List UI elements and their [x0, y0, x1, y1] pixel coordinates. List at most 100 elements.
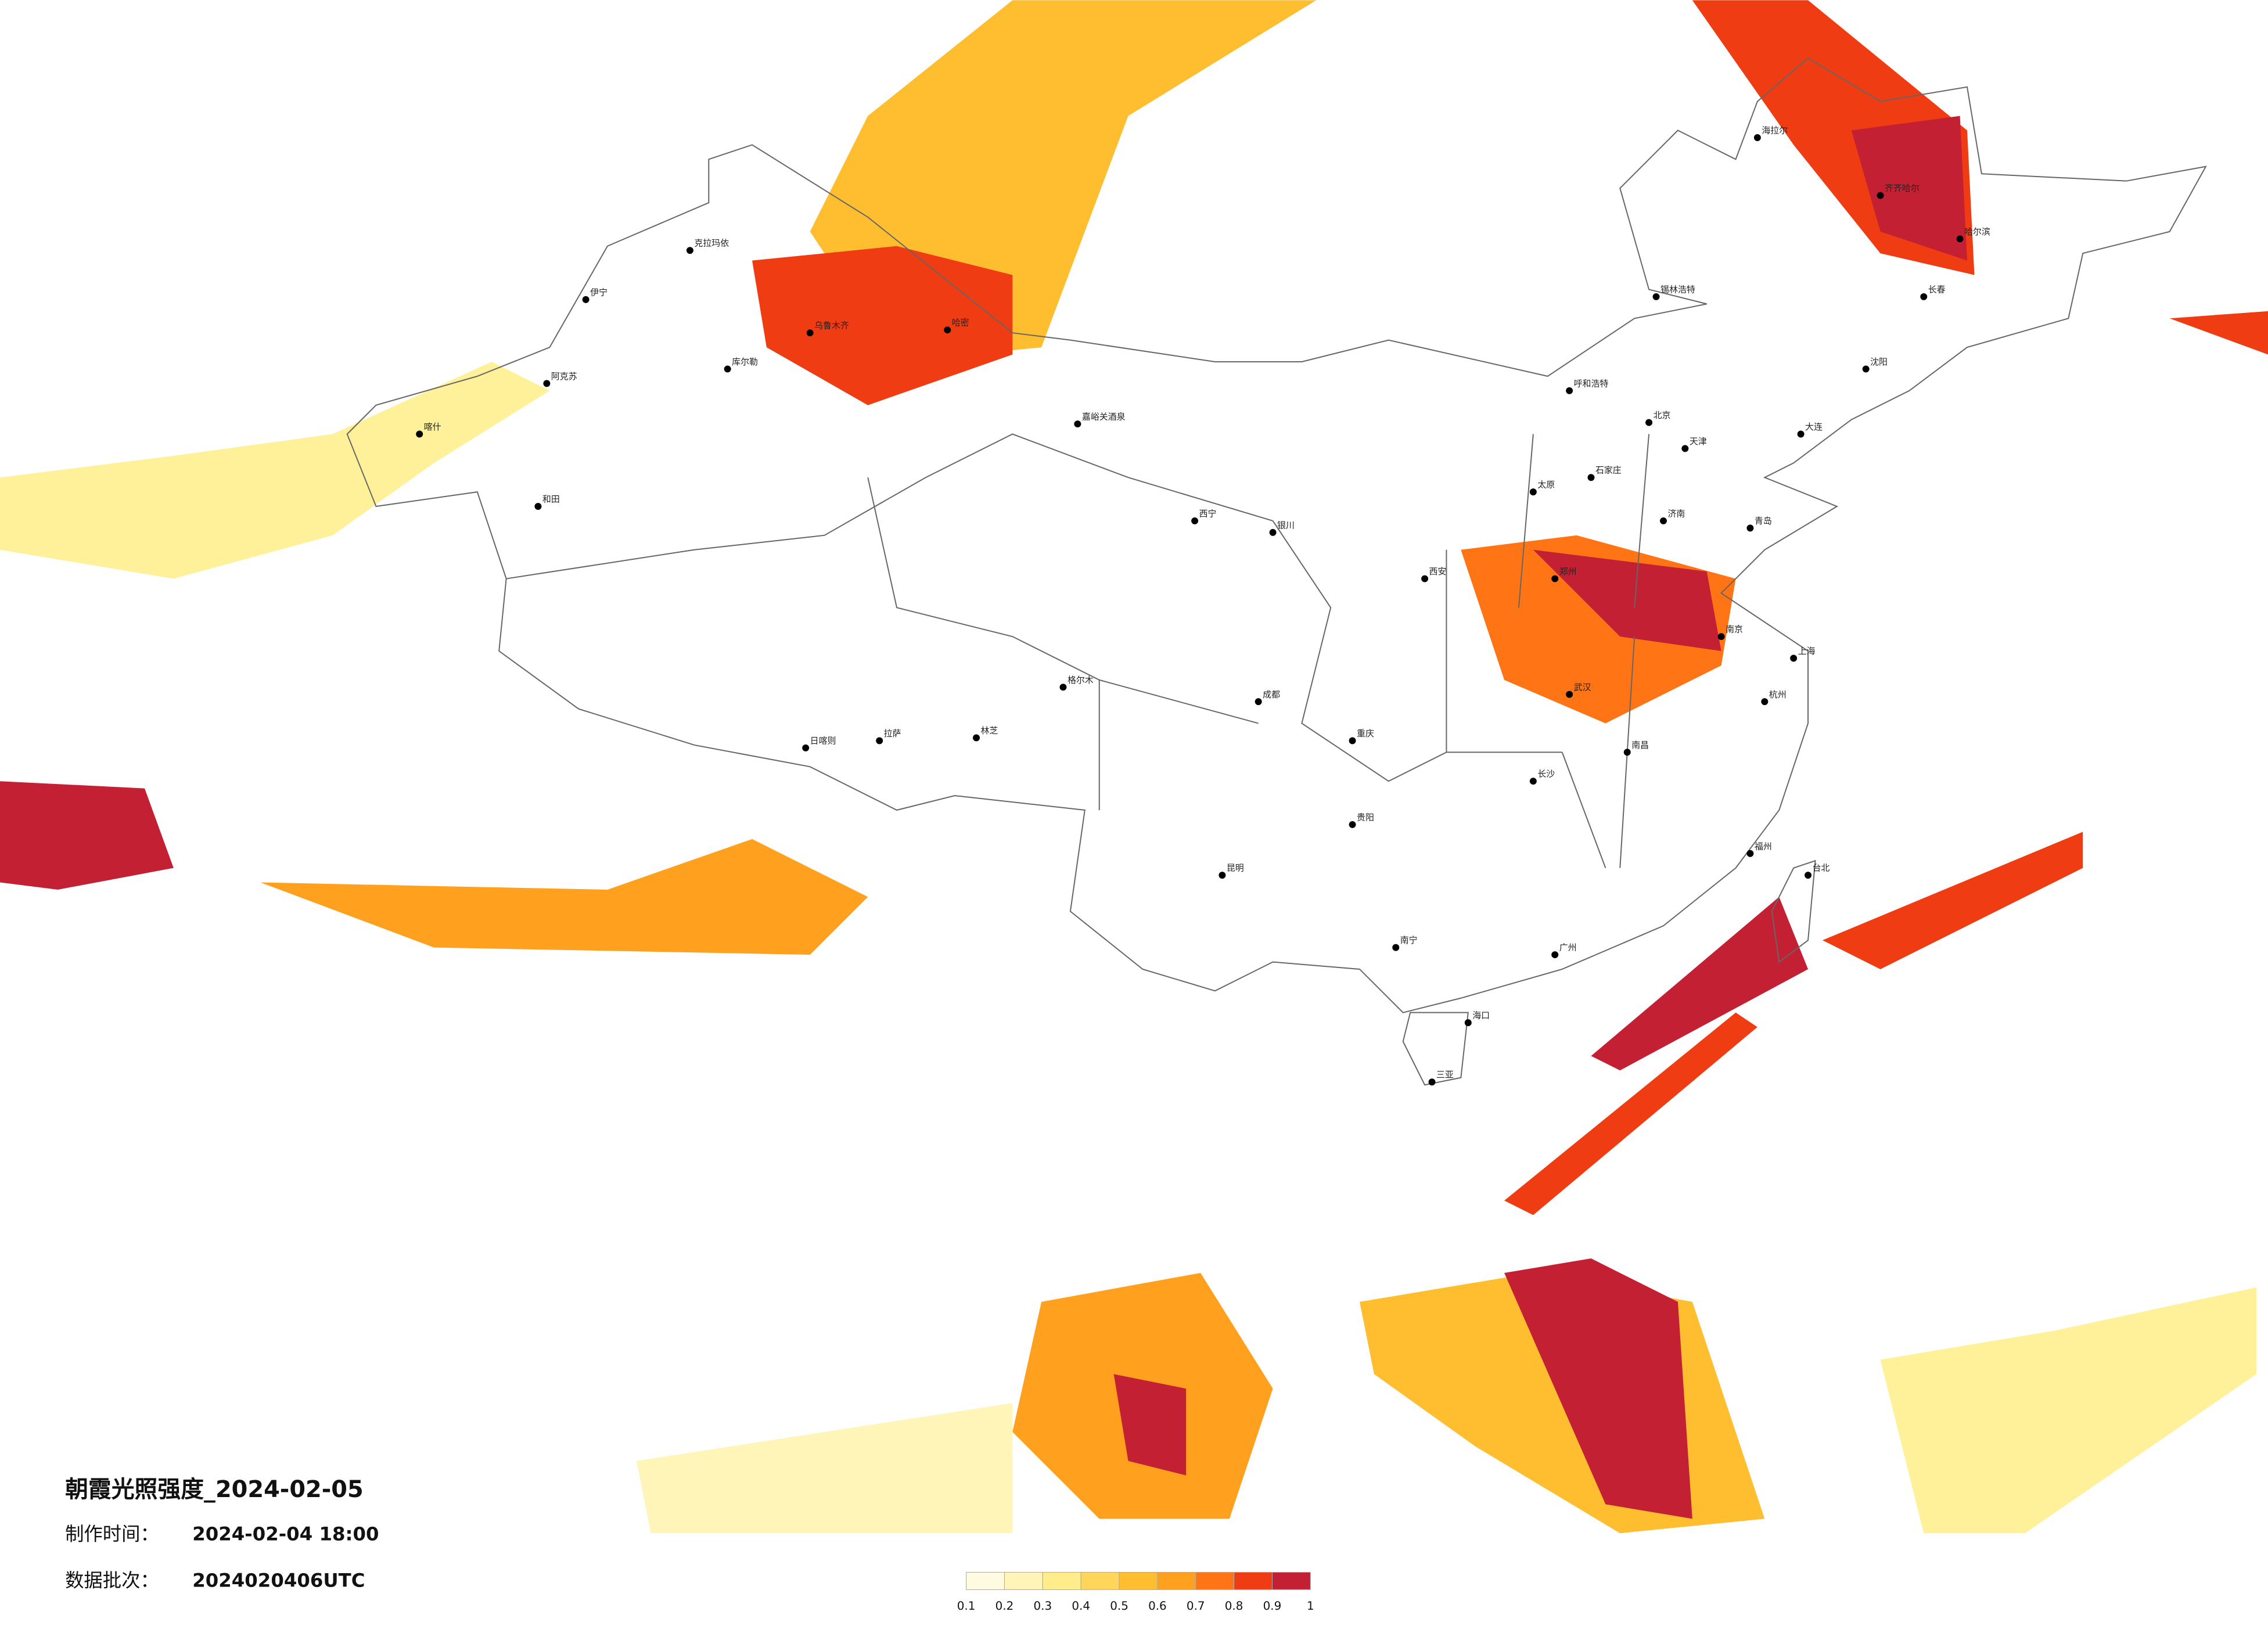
city-label: 重庆 — [1357, 728, 1374, 739]
colorbar-tick: 0.8 — [1225, 1599, 1243, 1613]
city-label: 伊宁 — [590, 287, 608, 297]
city-label: 阿克苏 — [551, 371, 577, 382]
city-dot — [1805, 872, 1812, 879]
city-dot — [1797, 430, 1805, 438]
city-label: 库尔勒 — [732, 357, 758, 367]
city-dot — [1660, 517, 1667, 524]
city-label: 海拉尔 — [1762, 125, 1788, 135]
batch-label: 数据批次： — [65, 1569, 159, 1591]
colorbar-box — [1042, 1571, 1081, 1590]
city-label: 郑州 — [1559, 566, 1577, 577]
made-label: 制作时间： — [65, 1523, 159, 1545]
city-label: 长沙 — [1537, 769, 1555, 779]
city-label: 青岛 — [1755, 516, 1772, 526]
heat-area — [636, 1403, 1013, 1534]
city-dot — [1464, 1019, 1472, 1027]
city-label: 克拉玛依 — [694, 238, 729, 249]
made-time: 2024-02-04 18:00 — [192, 1523, 379, 1545]
city-label: 拉萨 — [884, 728, 901, 739]
city-dot — [1623, 749, 1631, 756]
city-dot — [1059, 684, 1067, 691]
city-label: 北京 — [1654, 410, 1671, 420]
city-dot — [724, 365, 731, 373]
city-label: 成都 — [1263, 689, 1280, 700]
city-dot — [1551, 575, 1559, 582]
city-label: 锡林浩特 — [1660, 284, 1695, 294]
colorbar-box — [966, 1571, 1005, 1590]
colorbar-tick: 0.5 — [1110, 1599, 1128, 1613]
city-label: 和田 — [542, 494, 560, 505]
heat-area — [1533, 549, 1721, 652]
city-dot — [1746, 850, 1754, 857]
heat-area — [1591, 897, 1809, 1071]
city-dot — [944, 326, 951, 334]
city-label: 广州 — [1559, 942, 1577, 953]
heat-layer — [0, 0, 2268, 1534]
city-dot — [1219, 872, 1226, 879]
city-label: 呼和浩特 — [1574, 378, 1609, 388]
colorbar-box — [1119, 1571, 1158, 1590]
city-dot — [1790, 654, 1798, 662]
city-label: 嘉峪关酒泉 — [1082, 412, 1126, 422]
city-dot — [1255, 698, 1262, 706]
city-label: 格尔木 — [1067, 675, 1094, 685]
city-dot — [1529, 488, 1537, 496]
city-label: 哈密 — [952, 318, 969, 328]
colorbar: 0.1 0.2 0.3 0.4 0.5 0.6 0.7 0.8 0.9 1 — [957, 1571, 1314, 1613]
city-label: 大连 — [1805, 422, 1823, 432]
city-dot — [1652, 293, 1660, 300]
colorbar-tick: 0.3 — [1033, 1599, 1052, 1613]
city-label: 武汉 — [1574, 682, 1591, 692]
map-title: 朝霞光照强度_2024-02-05 — [65, 1476, 364, 1503]
colorbar-box — [1080, 1571, 1120, 1590]
china-outline — [346, 57, 2207, 1013]
city-dot — [1551, 951, 1559, 959]
city-dot — [1566, 387, 1573, 394]
city-label: 长春 — [1928, 284, 1946, 294]
city-dot — [534, 503, 542, 510]
city-dot — [1566, 690, 1573, 698]
heat-area — [1113, 1374, 1187, 1476]
heat-area — [1880, 1287, 2257, 1534]
city-dot — [1717, 633, 1725, 641]
city-dot — [686, 247, 693, 254]
city-label: 银川 — [1277, 520, 1295, 530]
city-dot — [1587, 474, 1595, 481]
city-dot — [1761, 698, 1769, 706]
city-label: 南京 — [1726, 624, 1743, 635]
taiwan — [1771, 859, 1816, 963]
heat-area — [1851, 116, 1967, 261]
city-dot — [416, 430, 423, 438]
city-label: 日喀则 — [810, 735, 836, 746]
city-dot — [802, 744, 810, 751]
city-label: 西安 — [1429, 566, 1447, 577]
city-dot — [1746, 524, 1754, 532]
city-dot — [1753, 134, 1761, 141]
city-dot — [1920, 293, 1928, 300]
city-label: 沈阳 — [1870, 357, 1888, 367]
city-dot — [1074, 420, 1081, 428]
city-label: 林芝 — [981, 725, 998, 736]
city-label: 南宁 — [1400, 935, 1418, 945]
city-label: 海口 — [1472, 1010, 1490, 1021]
heat-area — [0, 361, 550, 579]
city-label: 贵阳 — [1357, 812, 1374, 822]
city-dot — [1191, 517, 1199, 524]
city-label: 乌鲁木齐 — [814, 321, 849, 331]
city-dot — [1645, 419, 1653, 426]
heat-area — [752, 246, 1013, 405]
city-label: 太原 — [1537, 480, 1555, 490]
colorbar-box — [1234, 1571, 1273, 1590]
batch: 2024020406UTC — [192, 1569, 365, 1591]
city-label: 喀什 — [424, 422, 441, 432]
heat-area — [2169, 311, 2268, 355]
city-dot — [1529, 778, 1537, 785]
city-label: 南昌 — [1631, 740, 1649, 750]
city-label: 哈尔滨 — [1964, 226, 1990, 237]
colorbar-tick: 0.1 — [957, 1599, 976, 1613]
heat-area — [1504, 1258, 1692, 1519]
colorbar-tick: 0.2 — [995, 1599, 1014, 1613]
